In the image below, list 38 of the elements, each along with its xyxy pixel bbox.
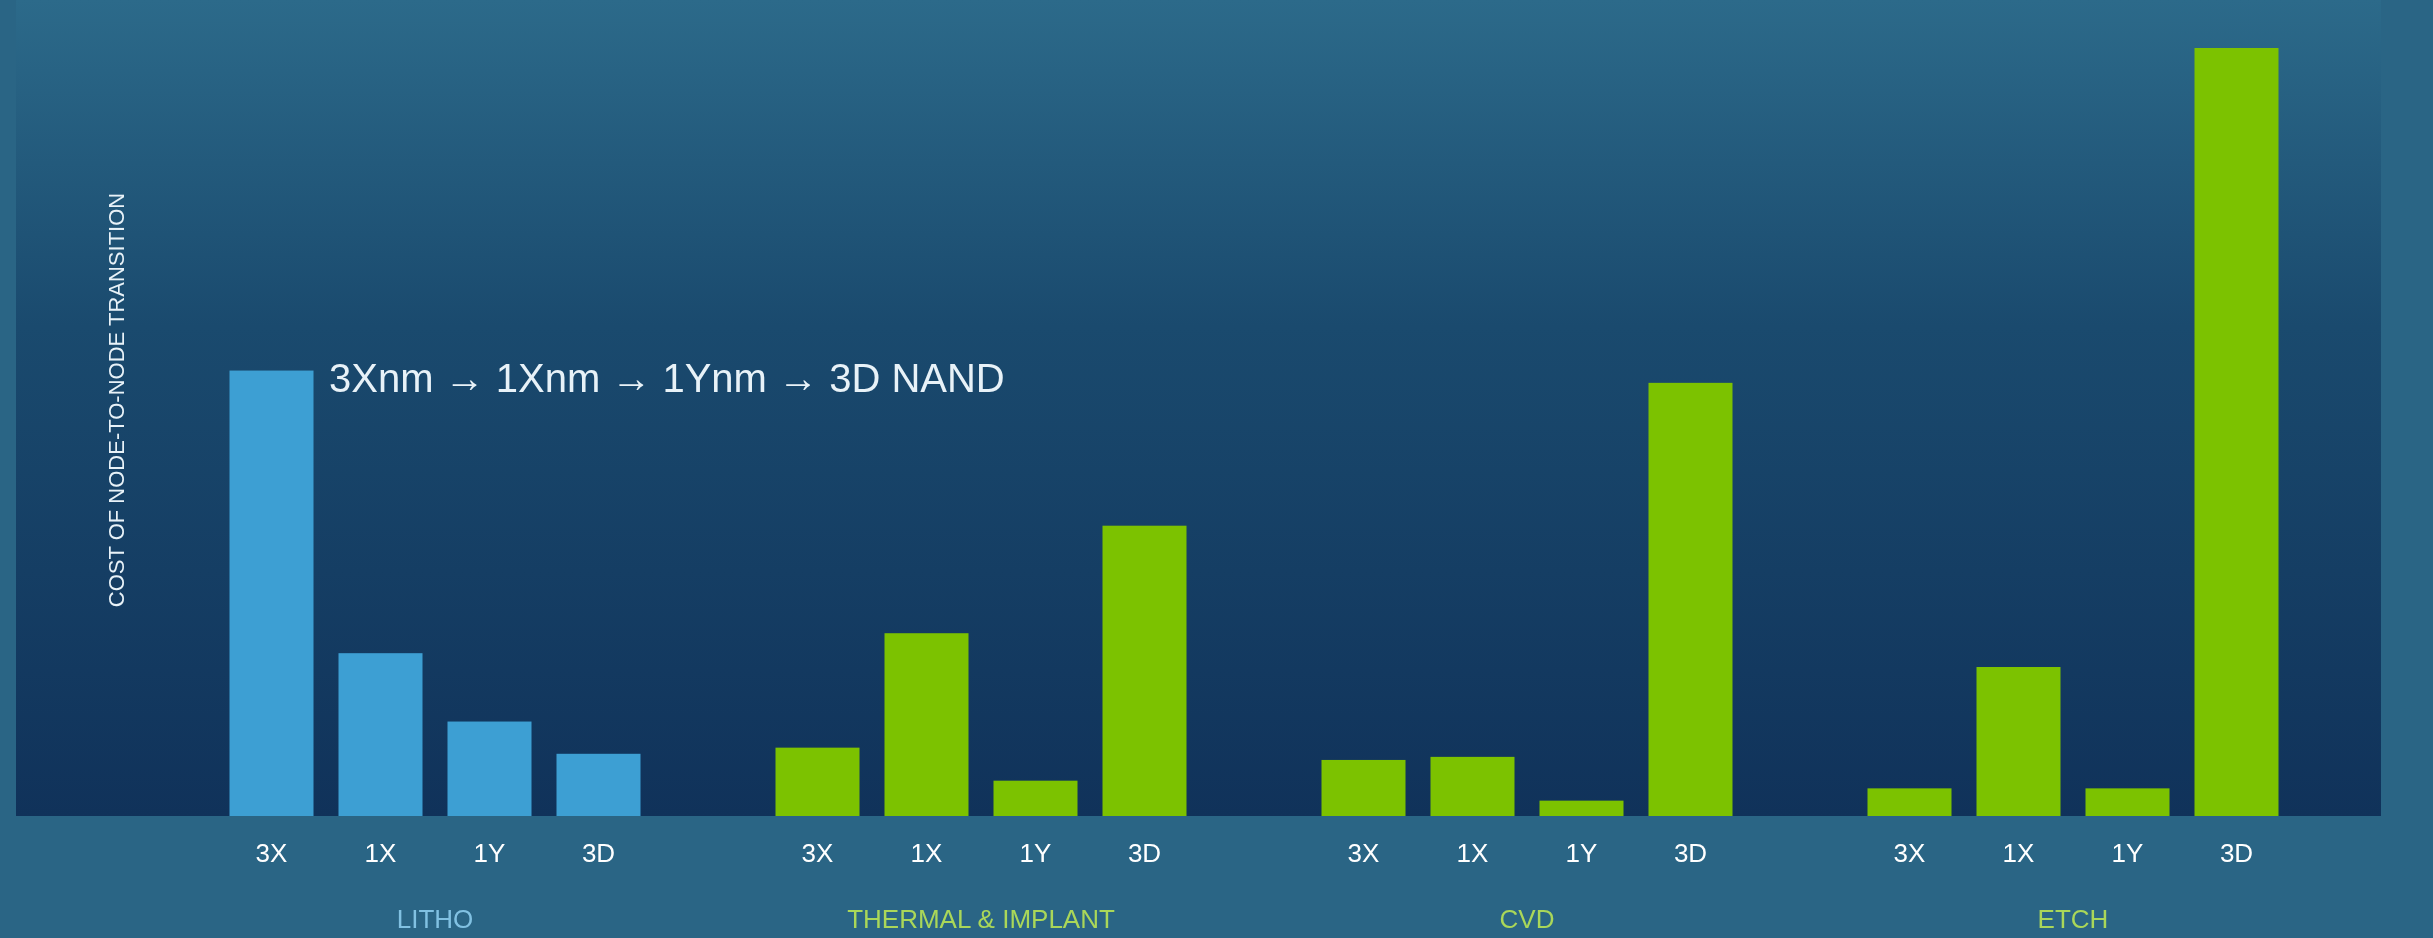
bar — [1539, 800, 1624, 816]
bar — [884, 633, 969, 816]
text: 3D — [1673, 838, 1708, 868]
x-tick-label: THERMAL & IMPLANT — [847, 904, 1115, 934]
series-label: 1Y — [473, 838, 506, 868]
bar — [993, 780, 1078, 816]
bar — [1648, 382, 1733, 816]
bar — [1867, 788, 1952, 816]
x-tick-label: ETCH — [2037, 904, 2109, 934]
bar — [1321, 759, 1406, 816]
text: 3X — [1347, 838, 1380, 868]
bar — [1976, 667, 2061, 816]
x-tick-label: CVD — [1499, 904, 1555, 934]
bar — [775, 747, 860, 816]
text: 1Y — [2111, 838, 2144, 868]
text: 1X — [910, 838, 943, 868]
bar — [1102, 525, 1187, 816]
text: 3X — [801, 838, 834, 868]
annotation: 3Xnm → 1Xnm → 1Ynm → 3D NAND — [329, 356, 1005, 400]
text: 3X — [1893, 838, 1926, 868]
text: 3D — [1127, 838, 1162, 868]
series-label: 3X — [255, 838, 288, 868]
text: 1X — [2002, 838, 2035, 868]
y-axis-title: COST OF NODE-TO-NODE TRANSITION — [104, 192, 129, 608]
bar — [2085, 788, 2170, 816]
text: 1Y — [1565, 838, 1598, 868]
series-label: 3D — [581, 838, 616, 868]
series-label: 1X — [364, 838, 397, 868]
bar — [1430, 756, 1515, 816]
text: 1Y — [1019, 838, 1052, 868]
x-tick-label: LITHO — [396, 904, 474, 934]
bar — [229, 370, 314, 816]
bar — [2194, 48, 2279, 816]
text: 3D — [2219, 838, 2254, 868]
bar — [556, 753, 641, 816]
bar — [447, 721, 532, 816]
bar — [338, 653, 423, 816]
text: 1X — [1456, 838, 1489, 868]
